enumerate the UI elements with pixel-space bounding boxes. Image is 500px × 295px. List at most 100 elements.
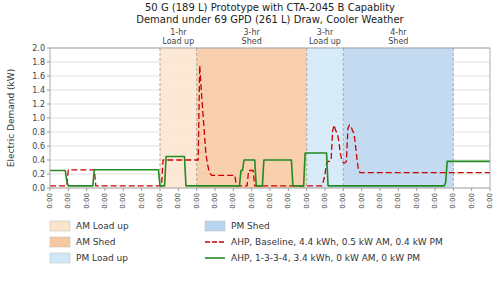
x-tick	[86, 188, 87, 191]
grid-overlay	[50, 62, 490, 63]
grid-overlay	[50, 104, 490, 105]
x-tick	[361, 188, 362, 191]
span-annotation: 1-hrLoad up	[162, 28, 194, 46]
annotation-line: 4-hr	[390, 28, 407, 37]
y-tick-label: 2.0	[32, 44, 45, 53]
x-tick-label: 0:00	[156, 193, 164, 209]
y-tick	[47, 132, 50, 133]
x-tick	[68, 188, 69, 191]
annotation-line: Load up	[162, 37, 194, 46]
x-tick-label: 0:00	[229, 193, 237, 209]
x-tick-label: 0:00	[101, 193, 109, 209]
x-tick-label: 0:00	[339, 193, 347, 209]
y-tick	[47, 48, 50, 49]
legend-swatch	[50, 221, 70, 231]
x-tick	[306, 188, 307, 191]
x-tick	[105, 188, 106, 191]
annotation-line: 3-hr	[243, 28, 260, 37]
y-tick-label: 0.2	[32, 170, 45, 179]
series-line	[50, 66, 490, 186]
y-tick	[47, 174, 50, 175]
y-tick-label: 1.8	[32, 58, 45, 67]
boundary-line	[196, 48, 197, 188]
legend-swatch	[50, 237, 70, 247]
span	[307, 48, 344, 188]
x-tick-label: 0:00	[46, 193, 54, 209]
y-tick-label: 0.4	[32, 156, 45, 165]
boundary-line	[160, 48, 161, 188]
span-annotation: 3-hrLoad up	[309, 28, 341, 46]
grid-overlay	[50, 90, 490, 91]
x-tick-label: 0:00	[394, 193, 402, 209]
legend-label: AHP, Baseline, 4.4 kWh, 0.5 kW AM, 0.4 k…	[231, 237, 443, 247]
series-line	[50, 153, 490, 186]
y-tick-label: 0.0	[32, 184, 45, 193]
x-tick	[380, 188, 381, 191]
y-tick-label: 1.2	[32, 100, 45, 109]
x-tick	[215, 188, 216, 191]
grid-overlay	[50, 132, 490, 133]
annotation-line: 3-hr	[317, 28, 334, 37]
y-tick	[47, 160, 50, 161]
y-axis-label: Electric Demand (kW)	[6, 69, 16, 167]
y-tick-label: 1.6	[32, 72, 45, 81]
y-tick-label: 0.6	[32, 142, 45, 151]
x-tick-label: 0:00	[284, 193, 292, 209]
x-tick	[453, 188, 454, 191]
x-tick-label: 0:00	[468, 193, 476, 209]
x-tick	[471, 188, 472, 191]
x-tick	[490, 188, 491, 191]
grid-overlay	[50, 76, 490, 77]
x-tick-label: 0:00	[83, 193, 91, 209]
annotation-line: Shed	[388, 37, 408, 46]
x-tick-label: 0:00	[119, 193, 127, 209]
x-tick	[398, 188, 399, 191]
x-tick-label: 0:00	[486, 193, 494, 209]
x-tick-label: 0:00	[449, 193, 457, 209]
x-tick	[141, 188, 142, 191]
legend-label: AM Load up	[76, 221, 129, 231]
legend-swatch	[205, 241, 225, 243]
x-tick-label: 0:00	[64, 193, 72, 209]
x-tick-label: 0:00	[303, 193, 311, 209]
x-tick	[196, 188, 197, 191]
title: 50 G (189 L) Prototype with CTA-2045 B C…	[145, 2, 395, 13]
legend-label: PM Shed	[231, 221, 270, 231]
x-tick	[160, 188, 161, 191]
subtitle: Demand under 69 GPD (261 L) Draw, Cooler…	[136, 14, 404, 25]
legend: AM Load up AM Shed PM Load up PM Shed AHP, B…	[50, 221, 443, 264]
legend-label: AM Shed	[76, 237, 115, 247]
x-tick	[50, 188, 51, 191]
legend-label: PM Load up	[76, 253, 128, 263]
plot-frame	[50, 48, 490, 188]
x-tick-label: 0:00	[376, 193, 384, 209]
span	[197, 48, 307, 188]
x-tick	[343, 188, 344, 191]
y-tick	[47, 76, 50, 77]
grid-overlay	[50, 146, 490, 147]
annotation-line: 1-hr	[170, 28, 187, 37]
legend-swatch	[205, 257, 225, 259]
x-tick-label: 0:00	[193, 193, 201, 209]
x-tick-label: 0:00	[138, 193, 146, 209]
legend-swatch	[205, 221, 225, 231]
x-axis: 0:00 0:00 0:00 0:00 0:00 0:00 0:00 0:00 0:00 0:00…	[46, 188, 494, 209]
x-tick	[435, 188, 436, 191]
y-tick	[47, 104, 50, 105]
x-tick	[270, 188, 271, 191]
plot-area	[50, 48, 490, 188]
span	[343, 48, 453, 188]
x-tick	[233, 188, 234, 191]
x-tick-label: 0:00	[321, 193, 329, 209]
y-tick-label: 1.0	[32, 114, 45, 123]
y-tick	[47, 146, 50, 147]
y-tick	[47, 62, 50, 63]
x-tick-label: 0:00	[266, 193, 274, 209]
grid-overlay	[50, 174, 490, 175]
boundary-line	[453, 48, 454, 188]
x-tick-label: 0:00	[174, 193, 182, 209]
grid	[50, 48, 490, 188]
y-tick-label: 1.4	[32, 86, 45, 95]
span-annotation: 4-hrShed	[388, 28, 408, 46]
x-tick-label: 0:00	[211, 193, 219, 209]
